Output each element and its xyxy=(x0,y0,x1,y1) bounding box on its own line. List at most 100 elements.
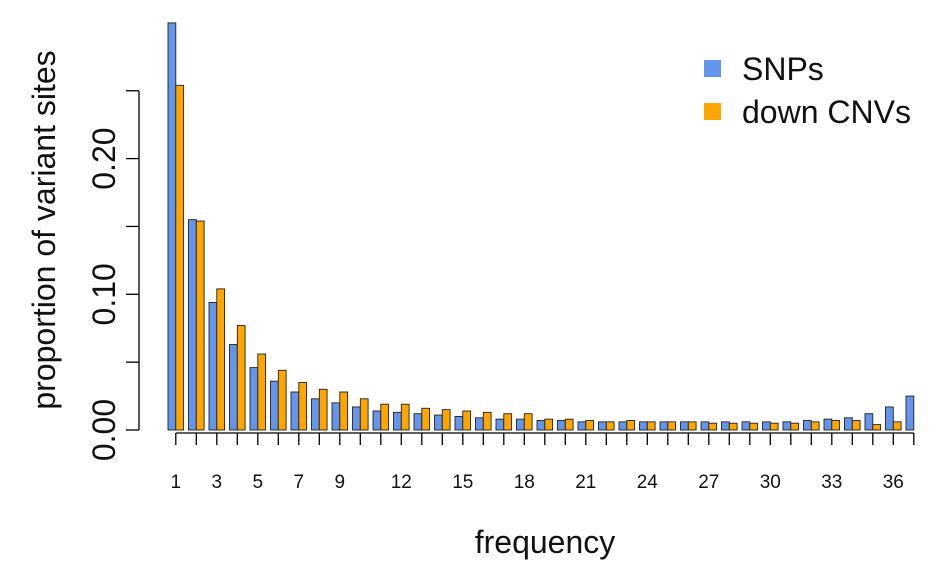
bar-down-cnvs xyxy=(175,84,185,431)
x-axis-title: frequency xyxy=(475,524,616,560)
bar-down-cnvs xyxy=(400,403,410,431)
y-axis: 0.00 0.10 0.20 xyxy=(86,90,140,461)
y-tick-label: 0.00 xyxy=(86,399,122,461)
bar-snps xyxy=(659,421,669,431)
bar-down-cnvs xyxy=(728,422,738,431)
x-tick-label: 21 xyxy=(575,472,596,493)
bar-down-cnvs xyxy=(523,413,533,431)
bar-snps xyxy=(844,417,853,431)
bars xyxy=(167,22,915,431)
x-tick-label: 12 xyxy=(391,472,412,493)
bar-down-cnvs xyxy=(441,409,451,431)
bar-down-cnvs xyxy=(359,398,369,431)
bar-snps xyxy=(352,406,361,431)
bar-snps xyxy=(905,395,915,431)
bar-snps xyxy=(167,22,177,431)
bar-down-cnvs xyxy=(339,391,349,431)
legend: SNPs down CNVs xyxy=(704,51,911,130)
legend-label: SNPs xyxy=(742,51,824,87)
bar-snps xyxy=(229,344,238,431)
bar-snps xyxy=(598,421,607,431)
bar-down-cnvs xyxy=(236,325,246,431)
bar-down-cnvs xyxy=(667,421,677,431)
bar-down-cnvs xyxy=(585,420,595,431)
bar-down-cnvs xyxy=(564,418,574,431)
legend-swatch xyxy=(704,103,721,120)
x-tick-label: 3 xyxy=(212,472,223,493)
bar-snps xyxy=(885,406,894,431)
bar-down-cnvs xyxy=(195,220,205,431)
bar-down-cnvs xyxy=(646,421,656,431)
bar-snps xyxy=(516,418,525,431)
x-axis: 1 3 5 7 9 12 15 18 21 24 27 30 33 36 xyxy=(171,432,915,493)
bar-down-cnvs xyxy=(810,421,820,431)
bar-snps xyxy=(495,418,505,431)
x-tick-label: 1 xyxy=(171,472,182,493)
bar-down-cnvs xyxy=(851,420,861,431)
bar-snps xyxy=(270,380,279,431)
bar-snps xyxy=(823,418,833,431)
bar-snps xyxy=(741,421,751,431)
bar-down-cnvs xyxy=(626,420,636,431)
bar-down-cnvs xyxy=(503,413,513,431)
x-tick-label: 15 xyxy=(452,472,473,493)
bar-down-cnvs xyxy=(298,382,308,431)
bar-down-cnvs xyxy=(769,422,779,431)
bar-down-cnvs xyxy=(257,353,267,431)
bar-down-cnvs xyxy=(544,418,554,431)
bar-down-cnvs xyxy=(872,424,882,431)
bar-down-cnvs xyxy=(687,421,697,431)
bar-snps xyxy=(475,417,484,431)
bar-snps xyxy=(393,411,402,431)
bar-snps xyxy=(413,413,423,431)
bar-snps xyxy=(680,421,689,431)
bar-down-cnvs xyxy=(462,410,472,431)
bar-snps xyxy=(557,420,566,431)
bar-snps xyxy=(700,421,710,431)
bar-snps xyxy=(803,420,812,431)
bar-down-cnvs xyxy=(831,420,841,431)
bar-down-cnvs xyxy=(216,288,226,431)
bar-down-cnvs xyxy=(790,422,800,431)
bar-snps xyxy=(188,219,197,431)
bar-down-cnvs xyxy=(318,388,328,431)
bar-down-cnvs xyxy=(421,407,431,431)
x-tick-label: 33 xyxy=(821,472,842,493)
bar-down-cnvs xyxy=(605,421,615,431)
bar-snps xyxy=(618,421,628,431)
bar-snps xyxy=(290,391,300,431)
bar-snps xyxy=(577,421,587,431)
bar-snps xyxy=(331,402,341,431)
bar-snps xyxy=(372,410,382,431)
bar-snps xyxy=(434,414,443,431)
bar-down-cnvs xyxy=(708,422,718,431)
x-tick-label: 7 xyxy=(294,472,305,493)
y-tick-label: 0.20 xyxy=(86,127,122,189)
y-axis-title: proportion of variant sites xyxy=(26,50,62,409)
x-tick-label: 5 xyxy=(253,472,264,493)
bar-snps xyxy=(536,420,546,431)
bar-snps xyxy=(782,421,792,431)
bar-snps xyxy=(454,415,464,431)
x-tick-label: 30 xyxy=(760,472,781,493)
bar-down-cnvs xyxy=(892,421,902,431)
bar-snps xyxy=(311,398,320,431)
bar-down-cnvs xyxy=(482,411,492,431)
x-tick-label: 36 xyxy=(883,472,904,493)
bar-down-cnvs xyxy=(749,422,759,431)
bar-snps xyxy=(639,421,648,431)
bar-down-cnvs xyxy=(277,369,287,431)
x-tick-label: 27 xyxy=(698,472,719,493)
bar-snps xyxy=(762,421,771,431)
y-tick-label: 0.10 xyxy=(86,263,122,325)
x-tick-label: 24 xyxy=(637,472,659,493)
bar-down-cnvs xyxy=(380,403,390,431)
legend-swatch xyxy=(704,60,721,77)
x-tick-label: 9 xyxy=(335,472,346,493)
bar-snps xyxy=(249,367,259,431)
legend-label: down CNVs xyxy=(742,94,911,130)
bar-snps xyxy=(864,413,874,431)
bar-snps xyxy=(721,421,730,431)
x-tick-label: 18 xyxy=(514,472,535,493)
